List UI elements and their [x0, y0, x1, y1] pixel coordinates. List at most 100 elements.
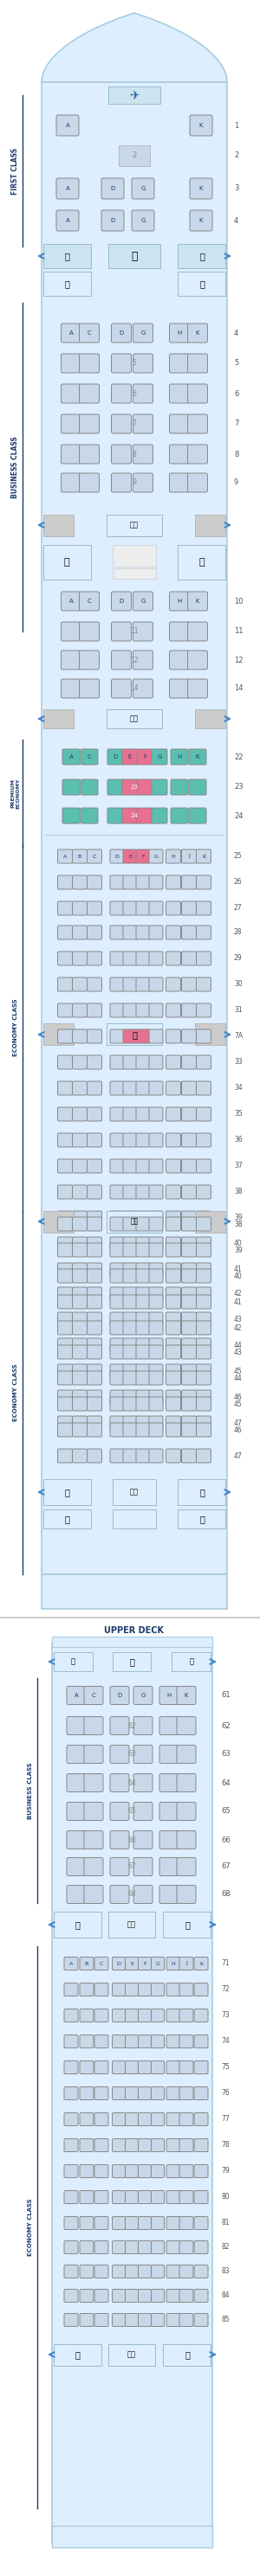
FancyBboxPatch shape [136, 902, 150, 914]
FancyBboxPatch shape [87, 1005, 102, 1018]
FancyBboxPatch shape [133, 415, 153, 433]
FancyBboxPatch shape [67, 1857, 86, 1875]
Text: PREMIUM
ECONOMY: PREMIUM ECONOMY [11, 778, 20, 809]
FancyBboxPatch shape [136, 1370, 150, 1386]
FancyBboxPatch shape [123, 1211, 137, 1224]
FancyBboxPatch shape [136, 1056, 150, 1069]
Text: K: K [199, 124, 203, 129]
FancyBboxPatch shape [72, 1396, 87, 1412]
FancyBboxPatch shape [72, 1365, 87, 1378]
Bar [178, 270, 225, 296]
Text: D: D [113, 755, 118, 760]
FancyBboxPatch shape [196, 1365, 211, 1378]
FancyBboxPatch shape [110, 1857, 129, 1875]
FancyBboxPatch shape [136, 1417, 150, 1430]
FancyBboxPatch shape [166, 1396, 181, 1412]
FancyBboxPatch shape [166, 1211, 181, 1224]
Text: H: H [171, 1960, 176, 1965]
FancyBboxPatch shape [58, 1417, 72, 1430]
FancyBboxPatch shape [61, 384, 81, 402]
FancyBboxPatch shape [149, 1211, 163, 1224]
FancyBboxPatch shape [58, 1244, 72, 1257]
FancyBboxPatch shape [84, 1857, 103, 1875]
Text: 10: 10 [234, 598, 243, 605]
FancyBboxPatch shape [151, 1984, 164, 1996]
FancyBboxPatch shape [181, 951, 196, 966]
FancyBboxPatch shape [110, 1211, 124, 1224]
FancyBboxPatch shape [94, 2190, 108, 2202]
FancyBboxPatch shape [72, 1216, 87, 1231]
FancyBboxPatch shape [149, 1236, 163, 1252]
Text: H: H [177, 598, 182, 603]
Bar [163, 2344, 211, 2365]
Bar [108, 88, 160, 103]
FancyBboxPatch shape [56, 116, 79, 137]
Text: 63: 63 [221, 1749, 230, 1759]
FancyBboxPatch shape [64, 2264, 78, 2277]
FancyBboxPatch shape [123, 976, 137, 992]
FancyBboxPatch shape [72, 1082, 87, 1095]
FancyBboxPatch shape [110, 1396, 124, 1412]
Text: F: F [143, 755, 146, 760]
Bar [43, 245, 91, 268]
FancyBboxPatch shape [84, 1886, 103, 1904]
Text: K: K [196, 330, 200, 335]
FancyBboxPatch shape [166, 1391, 181, 1404]
FancyBboxPatch shape [170, 353, 189, 374]
FancyBboxPatch shape [64, 2138, 78, 2151]
FancyBboxPatch shape [136, 1244, 150, 1257]
FancyBboxPatch shape [110, 1056, 124, 1069]
FancyBboxPatch shape [61, 325, 81, 343]
FancyBboxPatch shape [138, 2264, 151, 2277]
FancyBboxPatch shape [80, 2061, 94, 2074]
FancyBboxPatch shape [123, 1262, 137, 1278]
FancyBboxPatch shape [138, 2009, 151, 2022]
FancyBboxPatch shape [196, 1244, 211, 1257]
Text: 42: 42 [234, 1324, 242, 1332]
Bar [54, 1651, 93, 1672]
FancyBboxPatch shape [151, 2264, 164, 2277]
FancyBboxPatch shape [112, 2112, 125, 2125]
Text: 62: 62 [221, 1721, 230, 1728]
FancyBboxPatch shape [196, 876, 211, 889]
FancyBboxPatch shape [194, 1984, 208, 1996]
FancyBboxPatch shape [64, 2009, 78, 2022]
FancyBboxPatch shape [181, 1417, 196, 1430]
FancyBboxPatch shape [133, 652, 153, 670]
FancyBboxPatch shape [152, 809, 167, 824]
FancyBboxPatch shape [87, 951, 102, 966]
Text: 67: 67 [221, 1862, 230, 1870]
FancyBboxPatch shape [133, 1716, 153, 1734]
Text: 65: 65 [221, 1808, 230, 1816]
Text: E: E [128, 755, 132, 760]
Text: H: H [177, 330, 182, 335]
FancyBboxPatch shape [123, 1082, 137, 1095]
FancyBboxPatch shape [196, 850, 211, 863]
FancyBboxPatch shape [194, 2087, 208, 2099]
FancyBboxPatch shape [110, 976, 124, 992]
FancyBboxPatch shape [123, 925, 137, 940]
FancyBboxPatch shape [112, 2290, 125, 2303]
FancyBboxPatch shape [87, 1345, 102, 1360]
FancyBboxPatch shape [170, 652, 189, 670]
Text: 72: 72 [221, 1986, 229, 1994]
FancyBboxPatch shape [149, 1396, 163, 1412]
FancyBboxPatch shape [166, 2112, 180, 2125]
Text: 🥤: 🥤 [75, 2349, 80, 2360]
Text: 77: 77 [221, 2115, 230, 2123]
Bar [52, 1643, 212, 2543]
Text: 83: 83 [221, 2267, 229, 2275]
Text: 23: 23 [131, 786, 138, 791]
Text: 76: 76 [221, 2089, 230, 2097]
FancyBboxPatch shape [179, 2009, 193, 2022]
FancyBboxPatch shape [80, 2087, 94, 2099]
FancyBboxPatch shape [61, 353, 81, 374]
FancyBboxPatch shape [159, 1832, 179, 1850]
FancyBboxPatch shape [166, 976, 181, 992]
FancyBboxPatch shape [133, 1886, 153, 1904]
FancyBboxPatch shape [84, 1775, 103, 1793]
FancyBboxPatch shape [151, 2087, 164, 2099]
FancyBboxPatch shape [87, 1236, 102, 1252]
Text: 67: 67 [127, 1862, 136, 1870]
FancyBboxPatch shape [110, 1370, 124, 1386]
